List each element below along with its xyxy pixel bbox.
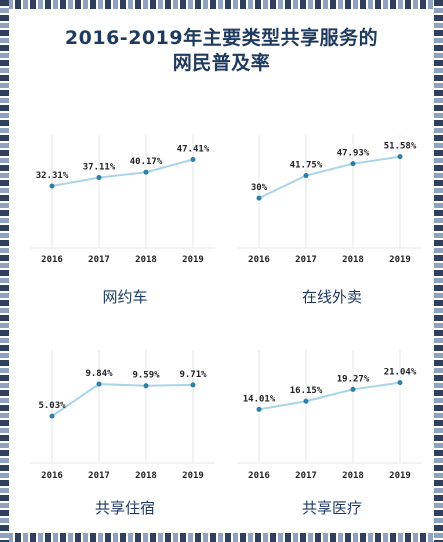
series-line	[258, 381, 401, 411]
page-title: 2016-2019年主要类型共享服务的 网民普及率	[20, 26, 423, 76]
decorative-border-bottom	[0, 533, 443, 542]
x-tick-label: 2017	[88, 471, 110, 481]
data-label: 5.03%	[38, 401, 66, 411]
chart-panel-shared-healthcare: 14.01% 2016 16.15% 2017 19.27% 2018 21.04% 2019…	[237, 345, 427, 525]
data-point	[96, 381, 102, 387]
data-label: 21.04%	[384, 368, 417, 378]
data-point	[143, 169, 149, 175]
chart-title: 在线外卖	[301, 288, 362, 306]
chart-title: 共享住宿	[94, 499, 155, 517]
data-label: 9.71%	[179, 370, 207, 380]
chart-title: 共享医疗	[301, 499, 362, 517]
data-label: 16.15%	[290, 386, 323, 396]
data-point	[303, 398, 309, 404]
x-tick-label: 2019	[182, 255, 204, 265]
x-tick-label: 2019	[182, 471, 204, 481]
data-label: 19.27%	[337, 374, 370, 384]
series-line	[258, 155, 401, 200]
data-point	[190, 382, 196, 388]
decorative-border-right	[434, 0, 443, 542]
data-label: 41.75%	[290, 161, 323, 171]
data-point	[49, 413, 55, 419]
series-line	[51, 158, 194, 187]
x-tick-label: 2018	[135, 255, 157, 265]
data-point	[303, 173, 309, 179]
data-point	[190, 157, 196, 163]
x-tick-label: 2019	[389, 471, 411, 481]
x-tick-label: 2018	[342, 255, 364, 265]
x-tick-label: 2018	[135, 471, 157, 481]
data-label: 9.84%	[85, 369, 113, 379]
line-chart-food-delivery: 30% 2016 41.75% 2017 47.93% 2018 51.58% 2019	[237, 135, 422, 265]
x-tick-label: 2018	[342, 471, 364, 481]
title-line-2: 网民普及率	[172, 52, 271, 74]
decorative-border-top	[0, 0, 443, 9]
x-tick-label: 2016	[248, 471, 270, 481]
x-tick-label: 2017	[88, 255, 110, 265]
data-label: 37.11%	[83, 163, 116, 173]
data-label: 47.41%	[177, 145, 210, 155]
line-chart-ride-hailing: 32.31% 2016 37.11% 2017 40.17% 2018 47.41% 2019	[30, 135, 215, 265]
x-tick-label: 2019	[389, 255, 411, 265]
data-point	[256, 195, 262, 201]
data-point	[350, 161, 356, 167]
chart-panel-ride-hailing: 32.31% 2016 37.11% 2017 40.17% 2018 47.41% 2019…	[30, 130, 220, 310]
data-point	[350, 386, 356, 392]
x-tick-label: 2017	[295, 255, 317, 265]
line-chart-shared-healthcare: 14.01% 2016 16.15% 2017 19.27% 2018 21.04% 2019	[237, 350, 422, 481]
x-tick-label: 2017	[295, 471, 317, 481]
chart-title: 网约车	[102, 288, 148, 306]
data-point	[397, 380, 403, 386]
data-point	[256, 406, 262, 412]
data-label: 40.17%	[130, 157, 163, 167]
data-label: 9.59%	[132, 371, 160, 381]
data-label: 51.58%	[384, 142, 417, 152]
chart-panel-food-delivery: 30% 2016 41.75% 2017 47.93% 2018 51.58% 2019 在线…	[237, 130, 427, 310]
data-point	[143, 383, 149, 389]
data-label: 32.31%	[36, 171, 69, 181]
data-label: 14.01%	[243, 394, 276, 404]
data-point	[397, 154, 403, 160]
data-point	[96, 175, 102, 181]
title-line-1: 2016-2019年主要类型共享服务的	[64, 27, 379, 49]
x-tick-label: 2016	[248, 255, 270, 265]
line-chart-shared-lodging: 5.03% 2016 9.84% 2017 9.59% 2018 9.71% 2019	[30, 350, 215, 481]
data-label: 47.93%	[337, 149, 370, 159]
series-line	[51, 383, 194, 417]
x-tick-label: 2016	[41, 255, 63, 265]
data-label: 30%	[251, 183, 268, 193]
chart-panel-shared-lodging: 5.03% 2016 9.84% 2017 9.59% 2018 9.71% 2019 共享住…	[30, 345, 220, 525]
data-point	[49, 183, 55, 189]
x-tick-label: 2016	[41, 471, 63, 481]
decorative-border-left	[0, 0, 9, 542]
